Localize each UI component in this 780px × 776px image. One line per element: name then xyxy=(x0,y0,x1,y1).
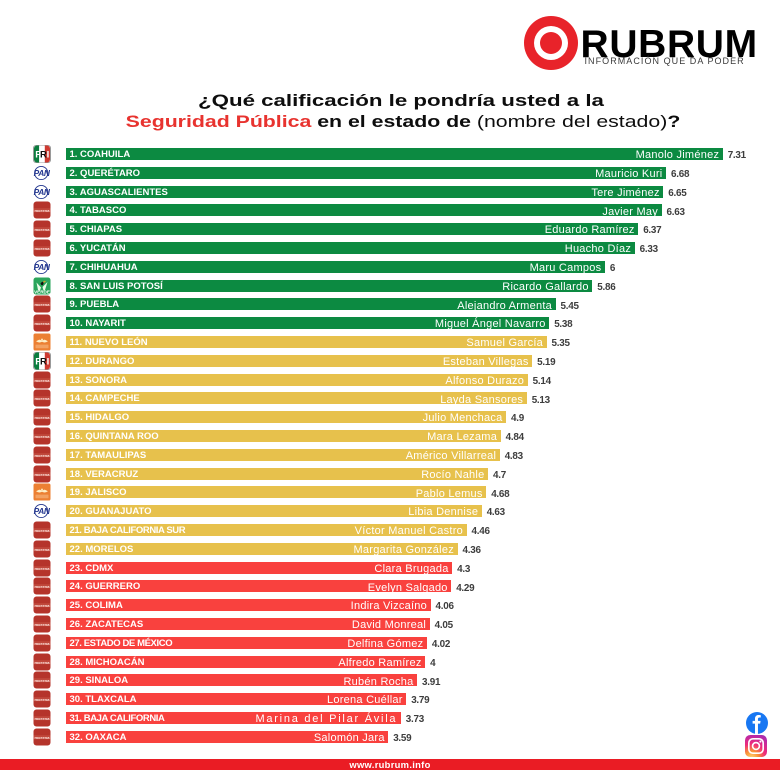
svg-text:R: R xyxy=(40,356,47,367)
svg-text:morena: morena xyxy=(34,659,50,664)
svg-text:morena: morena xyxy=(34,678,50,683)
svg-text:morena: morena xyxy=(34,321,50,326)
svg-text:morena: morena xyxy=(34,434,50,439)
svg-text:P: P xyxy=(35,150,42,161)
svg-text:morena: morena xyxy=(34,697,50,702)
svg-text:morena: morena xyxy=(34,377,50,382)
svg-text:morena: morena xyxy=(34,227,50,232)
svg-text:PAN: PAN xyxy=(34,262,51,272)
svg-text:morena: morena xyxy=(34,735,50,740)
svg-text:morena: morena xyxy=(34,302,50,307)
svg-text:morena: morena xyxy=(34,528,50,533)
svg-text:morena: morena xyxy=(34,565,50,570)
svg-text:I: I xyxy=(47,356,50,367)
svg-text:VERDE: VERDE xyxy=(34,289,50,294)
svg-text:morena: morena xyxy=(34,641,50,646)
svg-text:PAN: PAN xyxy=(34,187,51,197)
svg-text:morena: morena xyxy=(34,547,50,552)
svg-text:morena: morena xyxy=(34,246,50,251)
svg-text:morena: morena xyxy=(34,584,50,589)
svg-text:PAN: PAN xyxy=(34,168,51,178)
svg-text:PAN: PAN xyxy=(34,506,51,516)
svg-text:morena: morena xyxy=(34,453,50,458)
svg-text:I: I xyxy=(47,150,50,161)
svg-text:morena: morena xyxy=(34,208,50,213)
svg-text:R: R xyxy=(40,150,47,161)
svg-text:morena: morena xyxy=(34,471,50,476)
svg-text:morena: morena xyxy=(34,603,50,608)
svg-text:morena: morena xyxy=(34,415,50,420)
svg-text:morena: morena xyxy=(34,622,50,627)
svg-text:P: P xyxy=(35,356,42,367)
svg-text:morena: morena xyxy=(34,396,50,401)
svg-text:morena: morena xyxy=(34,716,50,721)
